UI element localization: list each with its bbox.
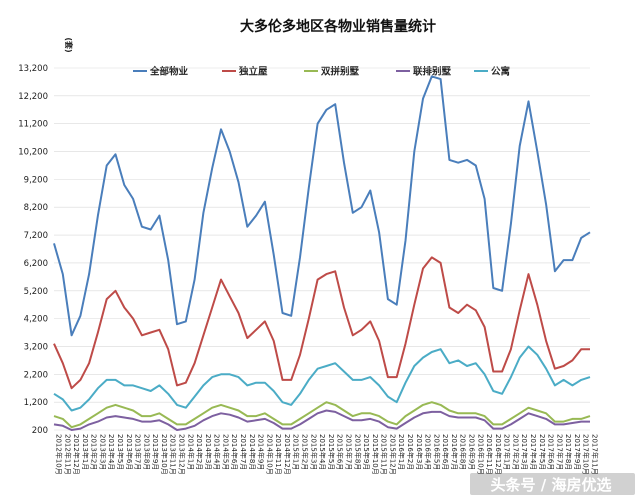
x-tick-label: 2017年2月 [511,434,520,470]
x-tick-label: 2017年6月 [547,434,556,470]
y-axis-unit: (套) [64,37,74,52]
legend: 全部物业 独立屋 双拼别墅 联排别墅 公寓 [133,66,510,78]
x-tick-label: 2013年9月 [151,434,160,470]
y-tick-label: 10,200 [18,148,48,158]
y-tick-label: 3,200 [24,342,48,352]
x-tick-label: 2012年11月 [63,434,72,475]
legend-label: 全部物业 [149,66,189,78]
y-tick-label: 6,200 [24,259,48,269]
y-tick-label: 8,200 [24,203,48,213]
y-axis-ticks: 200 1,200 2,200 3,200 4,200 5,200 6,200 7,200 8,… [18,64,48,436]
x-tick-label: 2014年1月 [186,434,195,470]
x-tick-label: 2014年11月 [274,434,283,475]
series-line-1 [53,75,591,337]
series-line-5 [53,345,591,412]
x-tick-label: 2013年3月 [98,434,107,470]
y-tick-label: 1,200 [24,398,48,408]
x-tick-label: 2014年10月 [265,434,274,475]
x-tick-label: 2016年8月 [459,434,468,470]
x-tick-label: 2016年3月 [415,434,424,470]
x-tick-label: 2014年7月 [239,434,248,470]
x-tick-label: 2016年5月 [432,434,441,470]
y-tick-label: 4,200 [24,315,48,325]
x-tick-label: 2014年5月 [221,434,230,470]
legend-label: 联排别墅 [413,66,452,78]
y-tick-label: 7,200 [24,231,48,241]
x-tick-label: 2013年11月 [169,434,178,475]
x-tick-label: 2015年12月 [388,434,397,475]
x-tick-label: 2015年3月 [309,434,318,470]
x-tick-label: 2016年11月 [485,434,494,475]
legend-label: 公寓 [491,66,510,78]
legend-label: 独立屋 [238,66,268,78]
watermark: 头条号 / 海房优选 [470,473,635,495]
x-tick-label: 2017年3月 [520,434,529,470]
legend-label: 双拼别墅 [320,66,360,78]
plot-area [53,75,591,431]
x-tick-label: 2013年6月 [125,434,134,470]
x-tick-label: 2017年8月 [564,434,573,470]
x-tick-label: 2015年11月 [380,434,389,475]
x-tick-label: 2014年2月 [195,434,204,470]
x-tick-label: 2014年4月 [213,434,222,470]
x-tick-label: 2012年10月 [55,434,64,475]
x-tick-label: 2017年4月 [529,434,538,470]
gridlines [54,67,590,431]
x-tick-label: 2013年10月 [160,434,169,475]
chart-title: 大多伦多地区各物业销售量统计 [240,18,436,35]
x-tick-label: 2016年9月 [467,434,476,470]
y-tick-label: 12,200 [18,92,48,102]
x-tick-label: 2017年7月 [555,434,564,470]
series-line-2 [53,256,590,390]
y-tick-label: 5,200 [24,287,48,297]
x-tick-label: 2016年12月 [494,434,503,475]
x-tick-label: 2013年4月 [107,434,116,470]
x-tick-label: 2013年8月 [142,434,151,470]
watermark-text: 头条号 / 海房优选 [491,476,612,494]
x-tick-label: 2017年1月 [503,434,512,470]
x-tick-label: 2014年9月 [257,434,266,470]
x-tick-label: 2015年9月 [362,434,371,470]
x-tick-label: 2017年5月 [538,434,547,470]
x-tick-label: 2015年8月 [353,434,362,470]
x-tick-label: 2017年10月 [582,434,591,475]
y-tick-label: 200 [32,426,48,436]
x-tick-label: 2014年8月 [248,434,257,470]
x-tick-label: 2016年2月 [406,434,415,470]
x-tick-label: 2013年1月 [81,434,90,470]
x-tick-label: 2015年5月 [327,434,336,470]
x-tick-label: 2016年7月 [450,434,459,470]
x-tick-label: 2013年5月 [116,434,125,470]
x-tick-label: 2017年11月 [591,434,600,475]
series-line-3 [53,401,591,429]
y-tick-label: 9,200 [24,175,48,185]
x-tick-label: 2015年10月 [371,434,380,475]
x-axis-ticks: 2012年10月 2012年11月 2012年12月 2013年1月 2013年2月 20… [55,434,600,475]
y-tick-label: 11,200 [18,120,48,130]
x-tick-label: 2015年4月 [318,434,327,470]
x-tick-label: 2013年12月 [178,434,187,475]
x-tick-label: 2016年10月 [476,434,485,475]
x-tick-label: 2016年1月 [397,434,406,470]
x-tick-label: 2013年7月 [134,434,143,470]
series-line-4 [53,409,590,431]
x-tick-label: 2014年3月 [204,434,213,470]
x-tick-label: 2016年4月 [424,434,433,470]
x-tick-label: 2016年6月 [441,434,450,470]
x-tick-label: 2015年2月 [301,434,310,470]
x-tick-label: 2017年9月 [573,434,582,470]
x-tick-label: 2014年6月 [230,434,239,470]
x-tick-label: 2012年12月 [72,434,81,475]
x-tick-label: 2015年1月 [292,434,301,470]
y-tick-label: 2,200 [24,370,48,380]
x-tick-label: 2015年6月 [336,434,345,470]
x-tick-label: 2014年12月 [283,434,292,475]
x-tick-label: 2015年7月 [344,434,353,470]
y-tick-label: 13,200 [18,64,48,74]
x-tick-label: 2013年2月 [90,434,99,470]
